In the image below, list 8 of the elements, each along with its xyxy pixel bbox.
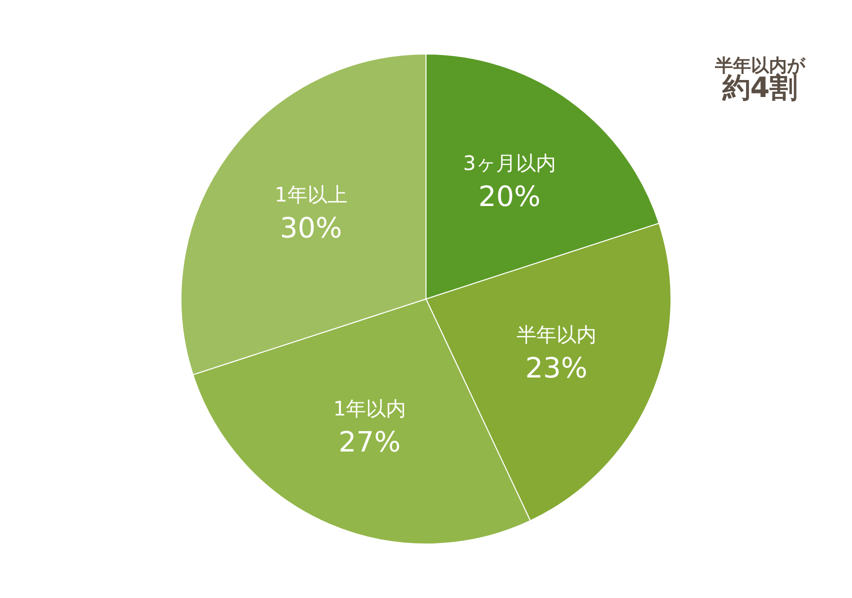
slice-label: 3ヶ月以内 <box>463 151 556 176</box>
slice-label: 1年以上 <box>274 182 348 206</box>
slice-label: 1年以内 <box>333 396 406 420</box>
data-label: 20% <box>478 180 541 214</box>
data-label: 23% <box>525 351 588 384</box>
data-label: 30% <box>280 211 342 244</box>
data-label: 27% <box>338 425 401 458</box>
slice-label: 半年以内 <box>516 322 596 346</box>
